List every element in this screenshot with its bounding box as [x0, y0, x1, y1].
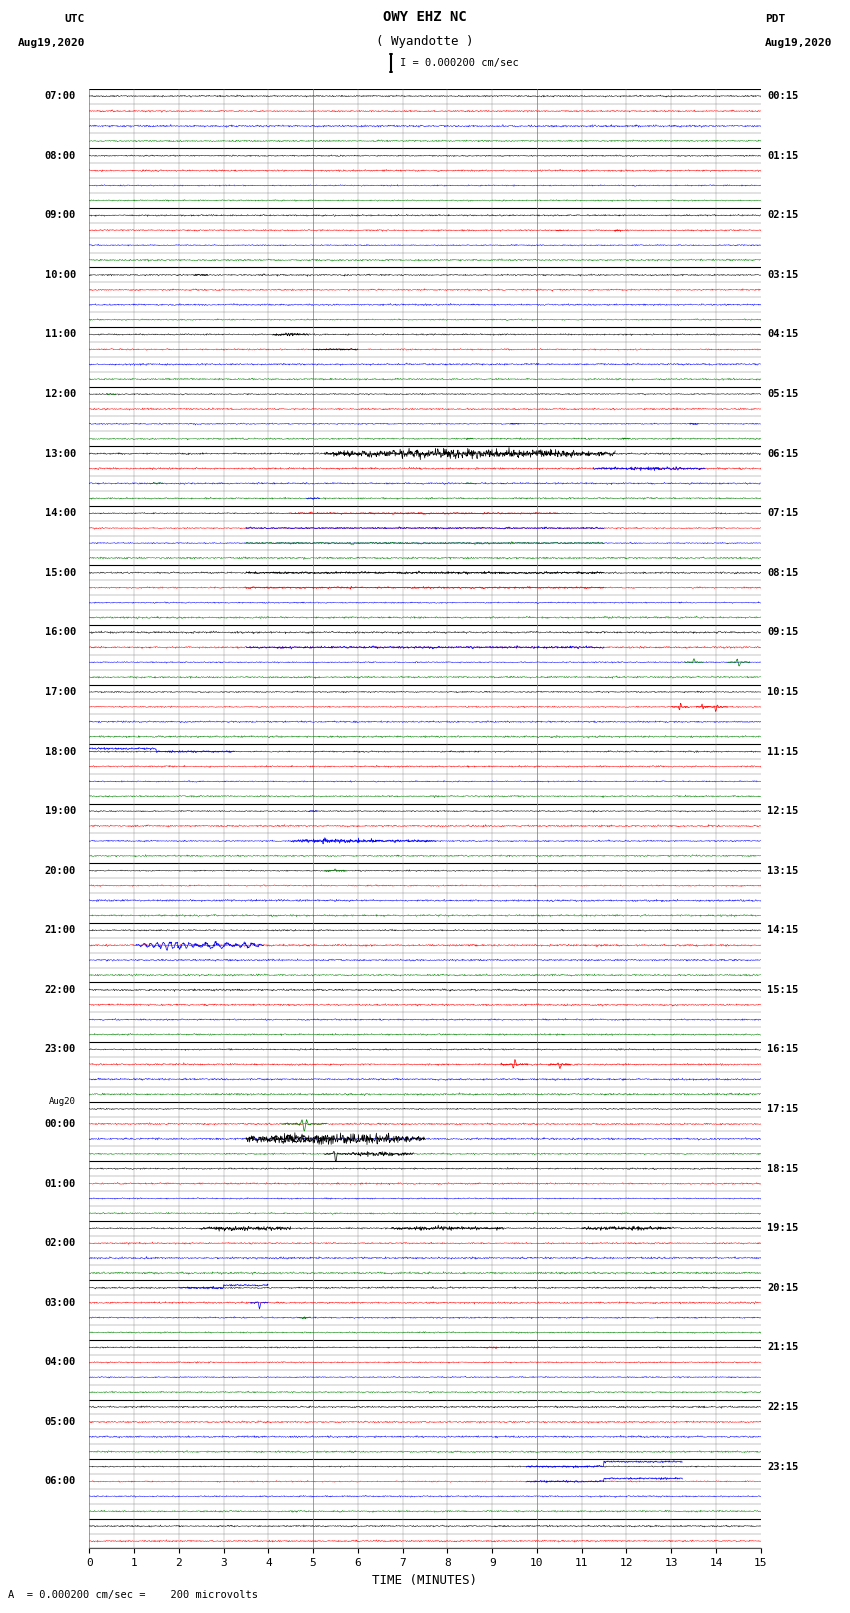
Text: ( Wyandotte ): ( Wyandotte ) — [377, 35, 473, 48]
Text: 05:00: 05:00 — [44, 1416, 76, 1428]
Text: 02:00: 02:00 — [44, 1239, 76, 1248]
Text: 03:15: 03:15 — [768, 269, 799, 281]
Text: 22:00: 22:00 — [44, 986, 76, 995]
Text: 19:15: 19:15 — [768, 1223, 799, 1234]
Text: 21:00: 21:00 — [44, 926, 76, 936]
Text: 16:15: 16:15 — [768, 1045, 799, 1055]
Text: 00:15: 00:15 — [768, 92, 799, 102]
Text: 11:15: 11:15 — [768, 747, 799, 756]
Text: 22:15: 22:15 — [768, 1402, 799, 1411]
Text: 14:15: 14:15 — [768, 926, 799, 936]
Text: 12:00: 12:00 — [44, 389, 76, 398]
Text: 19:00: 19:00 — [44, 806, 76, 816]
Text: 06:15: 06:15 — [768, 448, 799, 458]
Text: 01:15: 01:15 — [768, 150, 799, 161]
Text: 04:00: 04:00 — [44, 1357, 76, 1368]
Text: UTC: UTC — [65, 15, 85, 24]
Text: 10:15: 10:15 — [768, 687, 799, 697]
Text: 09:15: 09:15 — [768, 627, 799, 637]
Text: 14:00: 14:00 — [44, 508, 76, 518]
Text: 07:15: 07:15 — [768, 508, 799, 518]
Text: Aug19,2020: Aug19,2020 — [765, 39, 832, 48]
Text: 07:00: 07:00 — [44, 92, 76, 102]
Text: 12:15: 12:15 — [768, 806, 799, 816]
Text: 13:00: 13:00 — [44, 448, 76, 458]
Text: 08:15: 08:15 — [768, 568, 799, 577]
Text: PDT: PDT — [765, 15, 785, 24]
Text: A  = 0.000200 cm/sec =    200 microvolts: A = 0.000200 cm/sec = 200 microvolts — [8, 1590, 258, 1600]
Text: Aug20: Aug20 — [49, 1097, 76, 1107]
Text: 15:15: 15:15 — [768, 986, 799, 995]
Text: 20:15: 20:15 — [768, 1282, 799, 1292]
Text: 11:00: 11:00 — [44, 329, 76, 339]
Text: 13:15: 13:15 — [768, 866, 799, 876]
Text: I = 0.000200 cm/sec: I = 0.000200 cm/sec — [400, 58, 518, 68]
Text: 15:00: 15:00 — [44, 568, 76, 577]
Text: 16:00: 16:00 — [44, 627, 76, 637]
Text: 00:00: 00:00 — [44, 1119, 76, 1129]
Text: 18:00: 18:00 — [44, 747, 76, 756]
Text: 08:00: 08:00 — [44, 150, 76, 161]
Text: 02:15: 02:15 — [768, 210, 799, 221]
Text: 03:00: 03:00 — [44, 1298, 76, 1308]
Text: Aug19,2020: Aug19,2020 — [18, 39, 85, 48]
Text: 01:00: 01:00 — [44, 1179, 76, 1189]
Text: 09:00: 09:00 — [44, 210, 76, 221]
Text: OWY EHZ NC: OWY EHZ NC — [383, 10, 467, 24]
Text: 06:00: 06:00 — [44, 1476, 76, 1487]
X-axis label: TIME (MINUTES): TIME (MINUTES) — [372, 1574, 478, 1587]
Text: 17:00: 17:00 — [44, 687, 76, 697]
Text: 18:15: 18:15 — [768, 1163, 799, 1174]
Text: 23:00: 23:00 — [44, 1045, 76, 1055]
Text: 10:00: 10:00 — [44, 269, 76, 281]
Text: 05:15: 05:15 — [768, 389, 799, 398]
Text: 20:00: 20:00 — [44, 866, 76, 876]
Text: 04:15: 04:15 — [768, 329, 799, 339]
Text: 17:15: 17:15 — [768, 1103, 799, 1115]
Text: 23:15: 23:15 — [768, 1461, 799, 1471]
Text: 21:15: 21:15 — [768, 1342, 799, 1352]
